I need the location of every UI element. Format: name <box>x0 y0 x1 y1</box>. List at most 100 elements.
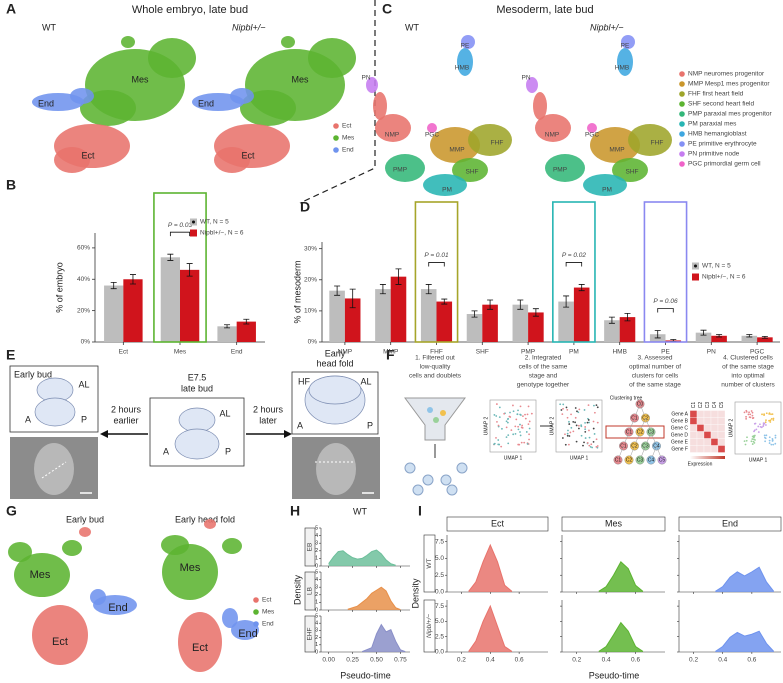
cluster-label: Ect <box>81 150 95 160</box>
y-tick-label: 2.5 <box>435 572 444 579</box>
umap-dot <box>526 443 529 445</box>
legend-swatch <box>253 609 259 615</box>
axis-label: UMAP 1 <box>749 457 768 463</box>
chart-title: WT <box>353 506 367 516</box>
umap-dot <box>520 441 523 444</box>
legend-swatch <box>679 121 685 127</box>
panel-label: H <box>290 503 300 519</box>
heat-cell <box>689 424 698 432</box>
label: A <box>163 446 169 456</box>
panel-label: A <box>6 1 16 17</box>
cell-cluster <box>162 544 218 600</box>
x-tick-label: 0.2 <box>457 657 466 664</box>
cluster-label: FHF <box>651 140 664 147</box>
y-tick-label: 30% <box>304 245 317 252</box>
gene-label: Gene C <box>671 425 689 431</box>
y-tick-label: 5.0 <box>435 555 444 562</box>
umap-dot <box>751 435 754 438</box>
p-value: P = 0.02 <box>562 252 587 259</box>
x-tick-label: 0.50 <box>370 657 383 664</box>
bar <box>695 332 712 342</box>
legend-swatch <box>333 123 339 129</box>
plot-title: Nipbl+/− <box>232 22 266 32</box>
umap-dot <box>586 442 589 444</box>
axis-label: UMAP 2 <box>728 419 734 438</box>
cell-cluster <box>423 174 467 196</box>
cluster-label: Mes <box>180 562 201 574</box>
umap-dot <box>577 424 580 427</box>
divider <box>299 0 376 204</box>
umap-dot <box>588 429 590 432</box>
umap-dot <box>564 443 567 446</box>
umap-dot <box>768 436 771 439</box>
tree-node-label: C3 <box>637 457 644 463</box>
bar <box>711 335 727 342</box>
umap-dot <box>562 403 565 406</box>
cell-cluster <box>468 124 512 156</box>
umap-dot <box>765 434 768 437</box>
umap-dot <box>759 423 761 426</box>
umap-dot <box>763 413 766 416</box>
umap-dot <box>561 437 564 439</box>
density-line <box>598 561 644 592</box>
cluster-label: Ect <box>241 150 255 160</box>
cell-cluster <box>62 540 82 556</box>
umap-dot <box>757 425 760 428</box>
label: later <box>259 415 277 425</box>
umap-dot <box>512 410 515 413</box>
umap-dot <box>745 439 748 442</box>
cell-cluster <box>32 605 88 665</box>
heat-cell <box>696 417 705 425</box>
y-tick-label: 3 <box>315 628 318 634</box>
umap-dot <box>580 424 583 427</box>
x-tick-label: 0.4 <box>602 657 611 664</box>
panel-label: G <box>6 503 17 519</box>
gene-label: Gene D <box>671 432 689 438</box>
umap-dot <box>771 413 774 416</box>
umap-dot <box>566 416 569 419</box>
cell-cluster <box>70 88 94 104</box>
y-tick-label: 5 <box>315 525 318 531</box>
error-bar <box>700 329 707 336</box>
umap-dot <box>530 412 533 415</box>
umap-dot <box>768 442 771 444</box>
panel-label: B <box>6 177 16 193</box>
y-tick-label: 40% <box>77 276 90 283</box>
cluster-label: Mes <box>30 569 51 581</box>
cluster-label: End <box>38 98 54 108</box>
bar <box>104 285 124 342</box>
facet-strip <box>678 516 782 532</box>
umap-dot <box>528 438 530 441</box>
highlight-box <box>414 201 459 343</box>
umap-dot <box>749 413 752 416</box>
umap-dot <box>753 436 756 438</box>
error-bar <box>761 336 768 339</box>
cell-cluster <box>90 589 106 605</box>
x-tick-label: 0.25 <box>346 657 359 664</box>
cluster-label: MMP <box>449 147 464 154</box>
umap-dot <box>564 433 566 436</box>
y-axis-label: % of mesoderm <box>292 260 302 323</box>
facet-label: Nipbl+/− <box>426 614 433 638</box>
umap-dot <box>754 422 757 425</box>
umap-dot <box>568 423 571 425</box>
error-bar <box>517 299 524 310</box>
plot-title: Nipbl+/− <box>590 22 624 32</box>
x-tick-label: Ect <box>119 349 129 356</box>
density-line <box>715 566 775 592</box>
umap-dot <box>517 425 520 428</box>
legend-swatch <box>679 111 685 117</box>
bar <box>619 317 636 342</box>
x-tick-label: 0.6 <box>515 657 524 664</box>
umap-dot <box>770 443 773 446</box>
cell-cluster <box>545 154 585 182</box>
bar <box>528 312 544 342</box>
error-bar <box>110 282 117 290</box>
error-bar <box>129 274 136 285</box>
significance-bracket <box>657 308 674 313</box>
bar <box>217 326 237 342</box>
step-text: genotype together <box>517 382 570 389</box>
umap-dot <box>574 421 576 424</box>
legend-label: Mes <box>342 135 355 142</box>
umap-dot <box>593 411 596 414</box>
